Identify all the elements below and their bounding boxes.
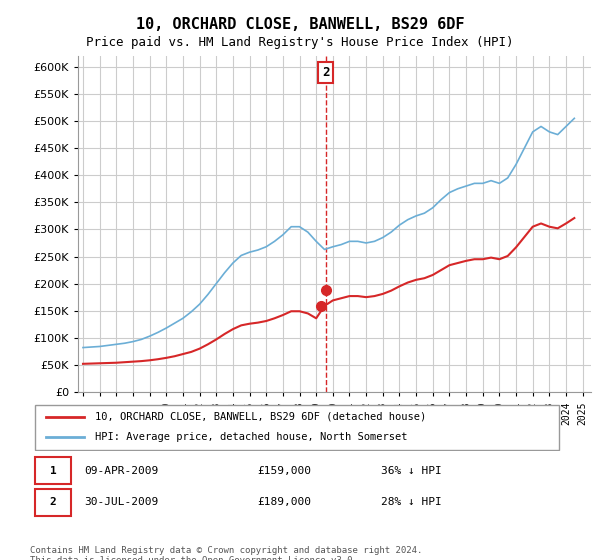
Text: 10, ORCHARD CLOSE, BANWELL, BS29 6DF: 10, ORCHARD CLOSE, BANWELL, BS29 6DF xyxy=(136,17,464,32)
Text: 09-APR-2009: 09-APR-2009 xyxy=(84,465,158,475)
Text: 28% ↓ HPI: 28% ↓ HPI xyxy=(381,497,442,507)
FancyBboxPatch shape xyxy=(35,405,559,450)
Text: Contains HM Land Registry data © Crown copyright and database right 2024.
This d: Contains HM Land Registry data © Crown c… xyxy=(30,546,422,560)
Text: £189,000: £189,000 xyxy=(257,497,311,507)
Text: £159,000: £159,000 xyxy=(257,465,311,475)
Text: 2: 2 xyxy=(322,66,329,79)
Text: 1: 1 xyxy=(50,465,56,475)
Text: Price paid vs. HM Land Registry's House Price Index (HPI): Price paid vs. HM Land Registry's House … xyxy=(86,36,514,49)
Text: 10, ORCHARD CLOSE, BANWELL, BS29 6DF (detached house): 10, ORCHARD CLOSE, BANWELL, BS29 6DF (de… xyxy=(95,412,426,422)
Text: 36% ↓ HPI: 36% ↓ HPI xyxy=(381,465,442,475)
FancyBboxPatch shape xyxy=(35,489,71,516)
Text: HPI: Average price, detached house, North Somerset: HPI: Average price, detached house, Nort… xyxy=(95,432,407,442)
Text: 2: 2 xyxy=(50,497,56,507)
FancyBboxPatch shape xyxy=(35,458,71,484)
Text: 30-JUL-2009: 30-JUL-2009 xyxy=(84,497,158,507)
